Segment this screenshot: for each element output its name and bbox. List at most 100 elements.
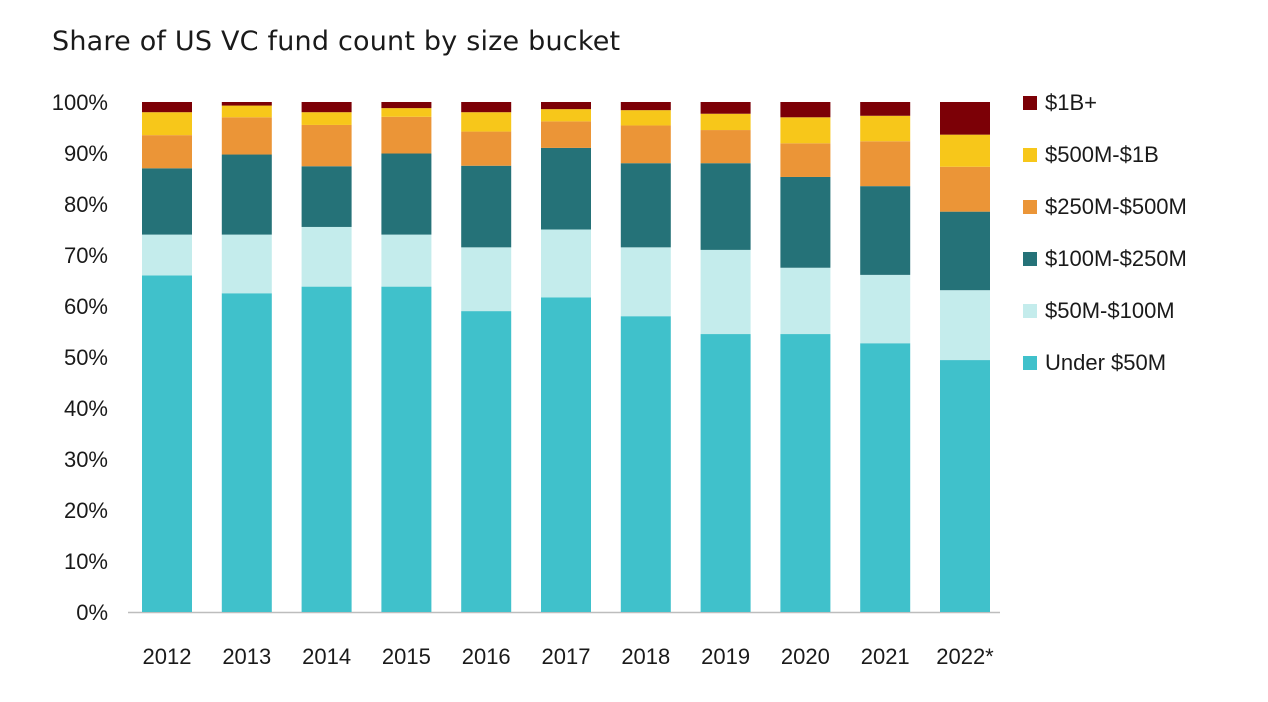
y-tick-label: 60% [64, 294, 108, 319]
bar-segment [142, 275, 192, 612]
legend-swatch [1023, 96, 1037, 110]
bar-segment [700, 130, 751, 164]
bar-stack-2022 [940, 102, 990, 612]
bar-segment [700, 249, 751, 335]
bar-segment [541, 147, 591, 230]
bar-segment [301, 286, 352, 612]
y-tick-label: 100% [52, 90, 108, 115]
bar-segment [940, 290, 990, 361]
bar-segment [780, 176, 831, 268]
bar-segment [940, 360, 990, 612]
x-tick-label: 2012 [143, 644, 192, 669]
bar-segment [221, 234, 272, 294]
bar-segment [940, 134, 990, 167]
bar-segment [381, 153, 432, 235]
bar-segment [860, 141, 911, 187]
legend-label: $500M-$1B [1045, 142, 1159, 167]
legend-swatch [1023, 252, 1037, 266]
x-tick-label: 2014 [302, 644, 351, 669]
y-tick-label: 30% [64, 447, 108, 472]
y-tick-label: 0% [76, 600, 108, 625]
bar-segment [301, 226, 352, 287]
legend-swatch [1023, 148, 1037, 162]
bar-segment [142, 135, 192, 169]
bar-segment [700, 102, 751, 114]
y-axis: 0% 10% 20% 30% 40% 50% 60% 70% 80% 90% 100% [52, 90, 1000, 625]
bar-segment [860, 274, 911, 344]
bar-segment [221, 293, 272, 612]
bar-segment [461, 131, 512, 166]
x-axis: 2012 2013 2014 2015 2016 2017 2018 2019 2020 2021… [143, 644, 995, 669]
bar-segment [142, 102, 192, 113]
legend-swatch [1023, 304, 1037, 318]
y-tick-label: 10% [64, 549, 108, 574]
legend-label: $50M-$100M [1045, 298, 1175, 323]
bar-segment [221, 154, 272, 235]
y-tick-label: 80% [64, 192, 108, 217]
bar-segment [142, 234, 192, 276]
bar-segment [541, 297, 591, 612]
bar-segment [860, 186, 911, 275]
legend-label: $1B+ [1045, 90, 1097, 115]
x-tick-label: 2016 [462, 644, 511, 669]
bar-segment [381, 234, 432, 287]
bar-segment [301, 102, 352, 113]
bar-stack-2012 [142, 102, 192, 612]
bar-segment [940, 102, 990, 135]
legend-item: $50M-$100M [1023, 298, 1175, 323]
bar-segment [780, 117, 831, 144]
bar-segment [860, 102, 911, 116]
bar-segment [700, 334, 751, 612]
x-tick-label: 2020 [781, 644, 830, 669]
bar-stack-2018 [620, 102, 671, 612]
legend: $1B+ $500M-$1B $250M-$500M $100M-$250M $50M-… [1023, 90, 1187, 375]
legend-label: $250M-$500M [1045, 194, 1187, 219]
x-tick-label: 2019 [701, 644, 750, 669]
legend-item: $100M-$250M [1023, 246, 1187, 271]
bar-stack-2020 [780, 102, 831, 612]
legend-item: $500M-$1B [1023, 142, 1159, 167]
bar-segment [381, 116, 432, 154]
bar-segment [461, 165, 512, 248]
x-tick-label: 2021 [861, 644, 910, 669]
bar-segment [381, 108, 432, 117]
bar-stack-2014 [301, 102, 352, 612]
bar-segment [860, 115, 911, 142]
y-tick-label: 70% [64, 243, 108, 268]
bar-segment [620, 316, 671, 612]
bar-stack-2019 [700, 102, 751, 612]
bar-segment [541, 229, 591, 298]
bar-segment [700, 163, 751, 250]
bar-stack-2017 [541, 102, 591, 612]
bar-segment [620, 163, 671, 248]
legend-swatch [1023, 200, 1037, 214]
x-tick-label: 2022* [936, 644, 994, 669]
bar-segment [700, 113, 751, 131]
bar-stack-2015 [381, 102, 432, 612]
bar-segment [940, 211, 990, 291]
bar-segment [620, 102, 671, 111]
y-tick-label: 40% [64, 396, 108, 421]
bar-segment [381, 102, 432, 109]
y-tick-label: 50% [64, 345, 108, 370]
bar-segment [221, 105, 272, 118]
bar-segment [860, 343, 911, 612]
bar-segment [142, 168, 192, 235]
bar-segment [620, 110, 671, 126]
bar-stack-2013 [221, 102, 272, 612]
bar-segment [541, 121, 591, 148]
bar-segment [221, 102, 272, 106]
bar-segment [301, 112, 352, 125]
bar-stack-2016 [461, 102, 512, 612]
bar-segment [461, 102, 512, 113]
y-tick-label: 20% [64, 498, 108, 523]
bar-segment [940, 166, 990, 212]
legend-swatch [1023, 356, 1037, 370]
bar-segment [381, 286, 432, 612]
bar-segment [461, 112, 512, 132]
bar-segment [301, 124, 352, 167]
bar-segment [301, 166, 352, 227]
bar-segment [780, 143, 831, 177]
x-tick-label: 2018 [621, 644, 670, 669]
